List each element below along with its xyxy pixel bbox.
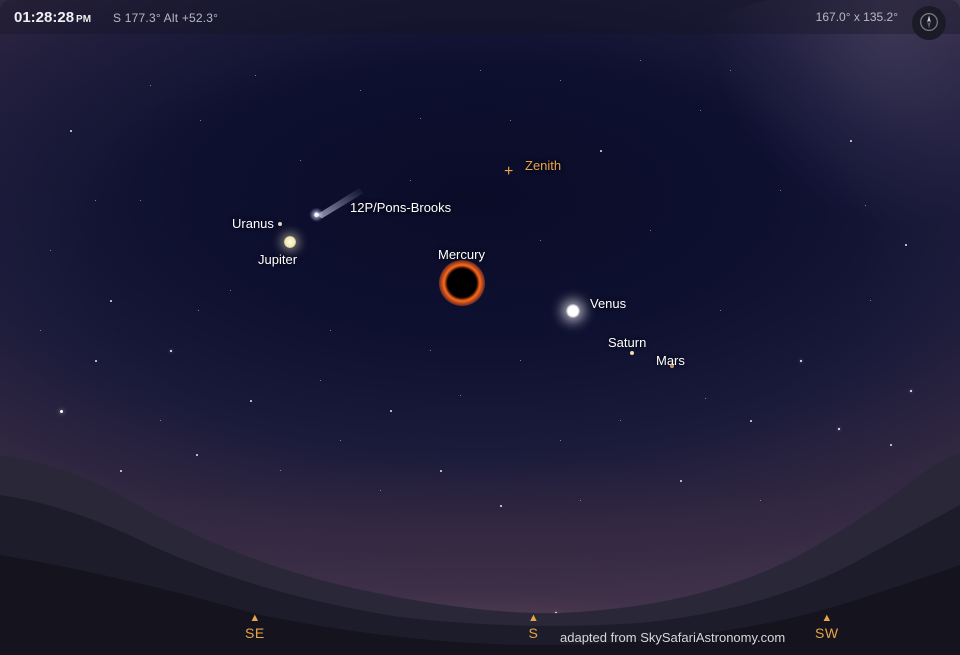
clock-time: 01:28:28 xyxy=(14,9,74,26)
star xyxy=(750,420,752,422)
star xyxy=(420,118,421,119)
star xyxy=(600,150,602,152)
star xyxy=(160,420,161,421)
zenith-cross: + xyxy=(504,163,513,181)
star xyxy=(720,310,721,311)
star xyxy=(230,290,231,291)
star xyxy=(850,140,852,142)
star xyxy=(150,85,151,86)
saturn-label: Saturn xyxy=(608,335,646,350)
planet-venus[interactable] xyxy=(566,304,580,318)
comet-label: 12P/Pons-Brooks xyxy=(350,200,451,215)
star xyxy=(430,350,431,351)
star xyxy=(800,360,802,362)
pointing-coords[interactable]: S 177.3° Alt +52.3° xyxy=(113,11,218,25)
star xyxy=(910,390,912,392)
star xyxy=(640,60,641,61)
zenith-label: Zenith xyxy=(525,158,561,173)
status-bar: 01:28:28PM S 177.3° Alt +52.3° 167.0° x … xyxy=(0,0,960,34)
star xyxy=(865,205,866,206)
star xyxy=(540,240,541,241)
star xyxy=(320,380,321,381)
cardinal-s: ▲S xyxy=(528,613,539,641)
star xyxy=(300,160,301,161)
clock[interactable]: 01:28:28PM xyxy=(14,9,91,26)
star xyxy=(255,75,256,76)
star xyxy=(110,300,112,302)
planet-uranus[interactable] xyxy=(278,222,282,226)
star xyxy=(560,80,561,81)
attribution-text: adapted from SkySafariAstronomy.com xyxy=(560,630,785,645)
planet-jupiter[interactable] xyxy=(284,236,296,248)
star xyxy=(198,310,199,311)
star xyxy=(360,90,361,91)
star xyxy=(905,244,907,246)
star xyxy=(390,410,392,412)
clock-ampm: PM xyxy=(76,14,91,25)
star xyxy=(838,428,840,430)
star xyxy=(330,330,331,331)
star xyxy=(50,250,51,251)
star xyxy=(510,120,511,121)
star xyxy=(700,110,701,111)
star xyxy=(95,360,97,362)
cardinal-label: SW xyxy=(815,625,839,641)
star xyxy=(70,130,72,132)
star xyxy=(780,190,781,191)
triangle-up-icon: ▲ xyxy=(528,613,539,624)
star xyxy=(95,200,96,201)
star xyxy=(250,400,252,402)
star xyxy=(460,395,461,396)
mercury-label: Mercury xyxy=(438,247,485,262)
cardinal-label: SE xyxy=(245,625,265,641)
star xyxy=(140,200,141,201)
solar-eclipse[interactable] xyxy=(439,260,485,306)
star xyxy=(520,360,521,361)
star xyxy=(410,180,411,181)
star xyxy=(480,70,481,71)
star xyxy=(170,350,172,352)
star xyxy=(620,420,621,421)
star xyxy=(650,230,651,231)
cardinal-se: ▲SE xyxy=(245,613,265,641)
triangle-up-icon: ▲ xyxy=(245,613,265,624)
star xyxy=(870,300,871,301)
venus-label: Venus xyxy=(590,296,626,311)
star xyxy=(40,330,41,331)
star xyxy=(730,70,731,71)
star xyxy=(705,398,706,399)
cardinal-label: S xyxy=(528,625,539,641)
compass-icon xyxy=(919,12,939,35)
cardinal-sw: ▲SW xyxy=(815,613,839,641)
triangle-up-icon: ▲ xyxy=(815,613,839,624)
uranus-label: Uranus xyxy=(232,216,274,231)
star xyxy=(60,410,63,413)
planet-saturn[interactable] xyxy=(630,351,634,355)
compass-button[interactable] xyxy=(912,6,946,40)
star xyxy=(200,120,201,121)
mars-label: Mars xyxy=(656,353,685,368)
field-of-view[interactable]: 167.0° x 135.2° xyxy=(816,10,898,24)
jupiter-label: Jupiter xyxy=(258,252,297,267)
